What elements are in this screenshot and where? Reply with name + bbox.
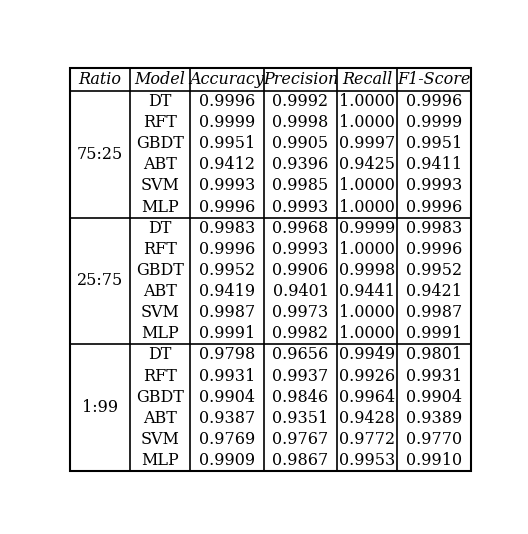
Text: 0.9937: 0.9937 <box>272 367 329 384</box>
Text: 1.0000: 1.0000 <box>340 325 395 342</box>
Text: ABT: ABT <box>143 283 177 300</box>
Text: 0.9999: 0.9999 <box>406 114 463 131</box>
Text: MLP: MLP <box>141 199 179 216</box>
Text: 0.9997: 0.9997 <box>340 135 395 152</box>
Text: 0.9396: 0.9396 <box>272 156 329 173</box>
Text: 0.9867: 0.9867 <box>272 452 329 469</box>
Text: 1.0000: 1.0000 <box>340 199 395 216</box>
Text: 0.9993: 0.9993 <box>272 241 329 258</box>
Text: 0.9904: 0.9904 <box>199 389 255 406</box>
Text: 0.9772: 0.9772 <box>340 431 395 448</box>
Text: 0.9968: 0.9968 <box>272 219 329 237</box>
Text: DT: DT <box>148 347 172 364</box>
Text: Accuracy: Accuracy <box>190 71 264 88</box>
Text: 0.9351: 0.9351 <box>272 410 329 427</box>
Text: 1.0000: 1.0000 <box>340 93 395 110</box>
Text: 0.9846: 0.9846 <box>272 389 328 406</box>
Text: 0.9991: 0.9991 <box>406 325 463 342</box>
Text: 0.9441: 0.9441 <box>340 283 395 300</box>
Text: MLP: MLP <box>141 325 179 342</box>
Text: Model: Model <box>135 71 185 88</box>
Text: SVM: SVM <box>140 177 180 194</box>
Text: Precision: Precision <box>263 71 338 88</box>
Text: 0.9770: 0.9770 <box>406 431 463 448</box>
Text: ABT: ABT <box>143 156 177 173</box>
Text: 1.0000: 1.0000 <box>340 177 395 194</box>
Text: 0.9993: 0.9993 <box>406 177 463 194</box>
Text: 0.9910: 0.9910 <box>406 452 463 469</box>
Text: 0.9769: 0.9769 <box>199 431 255 448</box>
Text: 0.9999: 0.9999 <box>340 219 395 237</box>
Text: 0.9993: 0.9993 <box>199 177 255 194</box>
Text: 75:25: 75:25 <box>77 146 123 163</box>
Text: 0.9987: 0.9987 <box>406 304 463 321</box>
Text: GBDT: GBDT <box>136 135 184 152</box>
Text: 0.9801: 0.9801 <box>406 347 463 364</box>
Text: 0.9992: 0.9992 <box>272 93 328 110</box>
Text: 0.9906: 0.9906 <box>272 262 328 279</box>
Text: 0.9949: 0.9949 <box>340 347 395 364</box>
Text: RFT: RFT <box>143 114 177 131</box>
Text: 1.0000: 1.0000 <box>340 114 395 131</box>
Text: 0.9421: 0.9421 <box>406 283 462 300</box>
Text: 0.9996: 0.9996 <box>199 93 255 110</box>
Text: SVM: SVM <box>140 304 180 321</box>
Text: 0.9952: 0.9952 <box>199 262 255 279</box>
Text: 0.9998: 0.9998 <box>272 114 329 131</box>
Text: 1.0000: 1.0000 <box>340 304 395 321</box>
Text: 0.9951: 0.9951 <box>406 135 463 152</box>
Text: 0.9998: 0.9998 <box>340 262 395 279</box>
Text: 0.9926: 0.9926 <box>340 367 395 384</box>
Text: GBDT: GBDT <box>136 262 184 279</box>
Text: 0.9953: 0.9953 <box>340 452 395 469</box>
Text: RFT: RFT <box>143 367 177 384</box>
Text: 0.9411: 0.9411 <box>406 156 463 173</box>
Text: SVM: SVM <box>140 431 180 448</box>
Text: GBDT: GBDT <box>136 389 184 406</box>
Text: 0.9952: 0.9952 <box>406 262 463 279</box>
Text: 0.9389: 0.9389 <box>406 410 463 427</box>
Text: RFT: RFT <box>143 241 177 258</box>
Text: 0.9905: 0.9905 <box>272 135 328 152</box>
Text: 0.9909: 0.9909 <box>199 452 255 469</box>
Text: 0.9993: 0.9993 <box>272 199 329 216</box>
Text: Ratio: Ratio <box>79 71 121 88</box>
Text: 0.9656: 0.9656 <box>272 347 329 364</box>
Text: 0.9412: 0.9412 <box>199 156 255 173</box>
Text: DT: DT <box>148 219 172 237</box>
Text: 0.9904: 0.9904 <box>406 389 462 406</box>
Text: Recall: Recall <box>342 71 392 88</box>
Text: 0.9425: 0.9425 <box>340 156 395 173</box>
Text: 0.9951: 0.9951 <box>199 135 255 152</box>
Text: 0.9996: 0.9996 <box>199 199 255 216</box>
Text: DT: DT <box>148 93 172 110</box>
Text: 0.9996: 0.9996 <box>199 241 255 258</box>
Text: 0.9798: 0.9798 <box>199 347 255 364</box>
Text: 0.9401: 0.9401 <box>272 283 328 300</box>
Text: 1:99: 1:99 <box>82 399 118 417</box>
Text: 25:75: 25:75 <box>77 272 123 289</box>
Text: 0.9983: 0.9983 <box>199 219 255 237</box>
Text: 0.9983: 0.9983 <box>406 219 463 237</box>
Text: 0.9964: 0.9964 <box>340 389 395 406</box>
Text: 0.9996: 0.9996 <box>406 93 463 110</box>
Text: 0.9991: 0.9991 <box>199 325 255 342</box>
Text: 0.9985: 0.9985 <box>272 177 329 194</box>
Text: 0.9428: 0.9428 <box>340 410 395 427</box>
Text: 0.9996: 0.9996 <box>406 241 463 258</box>
Text: 0.9387: 0.9387 <box>199 410 255 427</box>
Text: 0.9767: 0.9767 <box>272 431 329 448</box>
Text: F1-Score: F1-Score <box>398 71 471 88</box>
Text: 0.9419: 0.9419 <box>199 283 255 300</box>
Text: 0.9973: 0.9973 <box>272 304 329 321</box>
Text: 1.0000: 1.0000 <box>340 241 395 258</box>
Text: 0.9987: 0.9987 <box>199 304 255 321</box>
Text: 0.9996: 0.9996 <box>406 199 463 216</box>
Text: 0.9982: 0.9982 <box>272 325 328 342</box>
Text: MLP: MLP <box>141 452 179 469</box>
Text: 0.9931: 0.9931 <box>406 367 463 384</box>
Text: 0.9999: 0.9999 <box>199 114 255 131</box>
Text: 0.9931: 0.9931 <box>199 367 255 384</box>
Text: ABT: ABT <box>143 410 177 427</box>
